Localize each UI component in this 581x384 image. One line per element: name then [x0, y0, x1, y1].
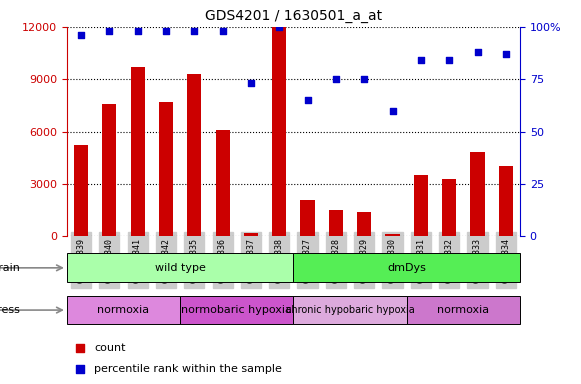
Bar	[293, 253, 520, 282]
Text: normobaric hypoxia: normobaric hypoxia	[181, 305, 292, 315]
Bar	[385, 233, 400, 236]
Bar	[357, 212, 371, 236]
Text: dmDys: dmDys	[388, 263, 426, 273]
Point	[246, 80, 256, 86]
Point	[473, 49, 482, 55]
Bar	[244, 233, 258, 236]
Text: normoxia: normoxia	[98, 305, 149, 315]
Bar	[471, 152, 485, 236]
Bar	[159, 102, 173, 236]
Point	[76, 345, 85, 351]
Point	[360, 76, 369, 82]
Point	[444, 57, 454, 63]
Point	[388, 108, 397, 114]
Bar	[293, 296, 407, 324]
Point	[76, 366, 85, 372]
Bar	[187, 74, 202, 236]
Bar	[272, 27, 286, 236]
Title: GDS4201 / 1630501_a_at: GDS4201 / 1630501_a_at	[205, 9, 382, 23]
Text: wild type: wild type	[155, 263, 206, 273]
Bar	[300, 200, 315, 236]
Bar	[414, 175, 428, 236]
Bar	[329, 210, 343, 236]
Text: normoxia: normoxia	[437, 305, 489, 315]
Bar	[102, 104, 116, 236]
Bar	[442, 179, 456, 236]
Point	[303, 97, 312, 103]
Text: stress: stress	[0, 305, 20, 315]
Bar	[67, 296, 180, 324]
Point	[105, 28, 114, 34]
Bar	[74, 146, 88, 236]
Point	[218, 28, 227, 34]
Bar	[67, 253, 293, 282]
Bar	[180, 296, 293, 324]
Text: chronic hypobaric hypoxia: chronic hypobaric hypoxia	[286, 305, 414, 315]
Text: percentile rank within the sample: percentile rank within the sample	[94, 364, 282, 374]
Point	[416, 57, 425, 63]
Point	[133, 28, 142, 34]
Bar	[131, 67, 145, 236]
Text: count: count	[94, 343, 125, 353]
Text: strain: strain	[0, 263, 20, 273]
Point	[189, 28, 199, 34]
Bar	[498, 166, 513, 236]
Point	[275, 24, 284, 30]
Bar	[407, 296, 520, 324]
Point	[162, 28, 171, 34]
Point	[331, 76, 340, 82]
Point	[76, 32, 85, 38]
Bar	[216, 130, 229, 236]
Point	[501, 51, 511, 57]
